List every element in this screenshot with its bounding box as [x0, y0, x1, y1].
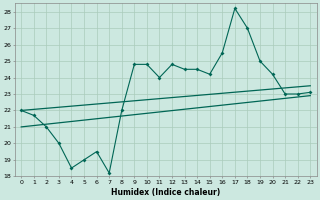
- X-axis label: Humidex (Indice chaleur): Humidex (Indice chaleur): [111, 188, 220, 197]
